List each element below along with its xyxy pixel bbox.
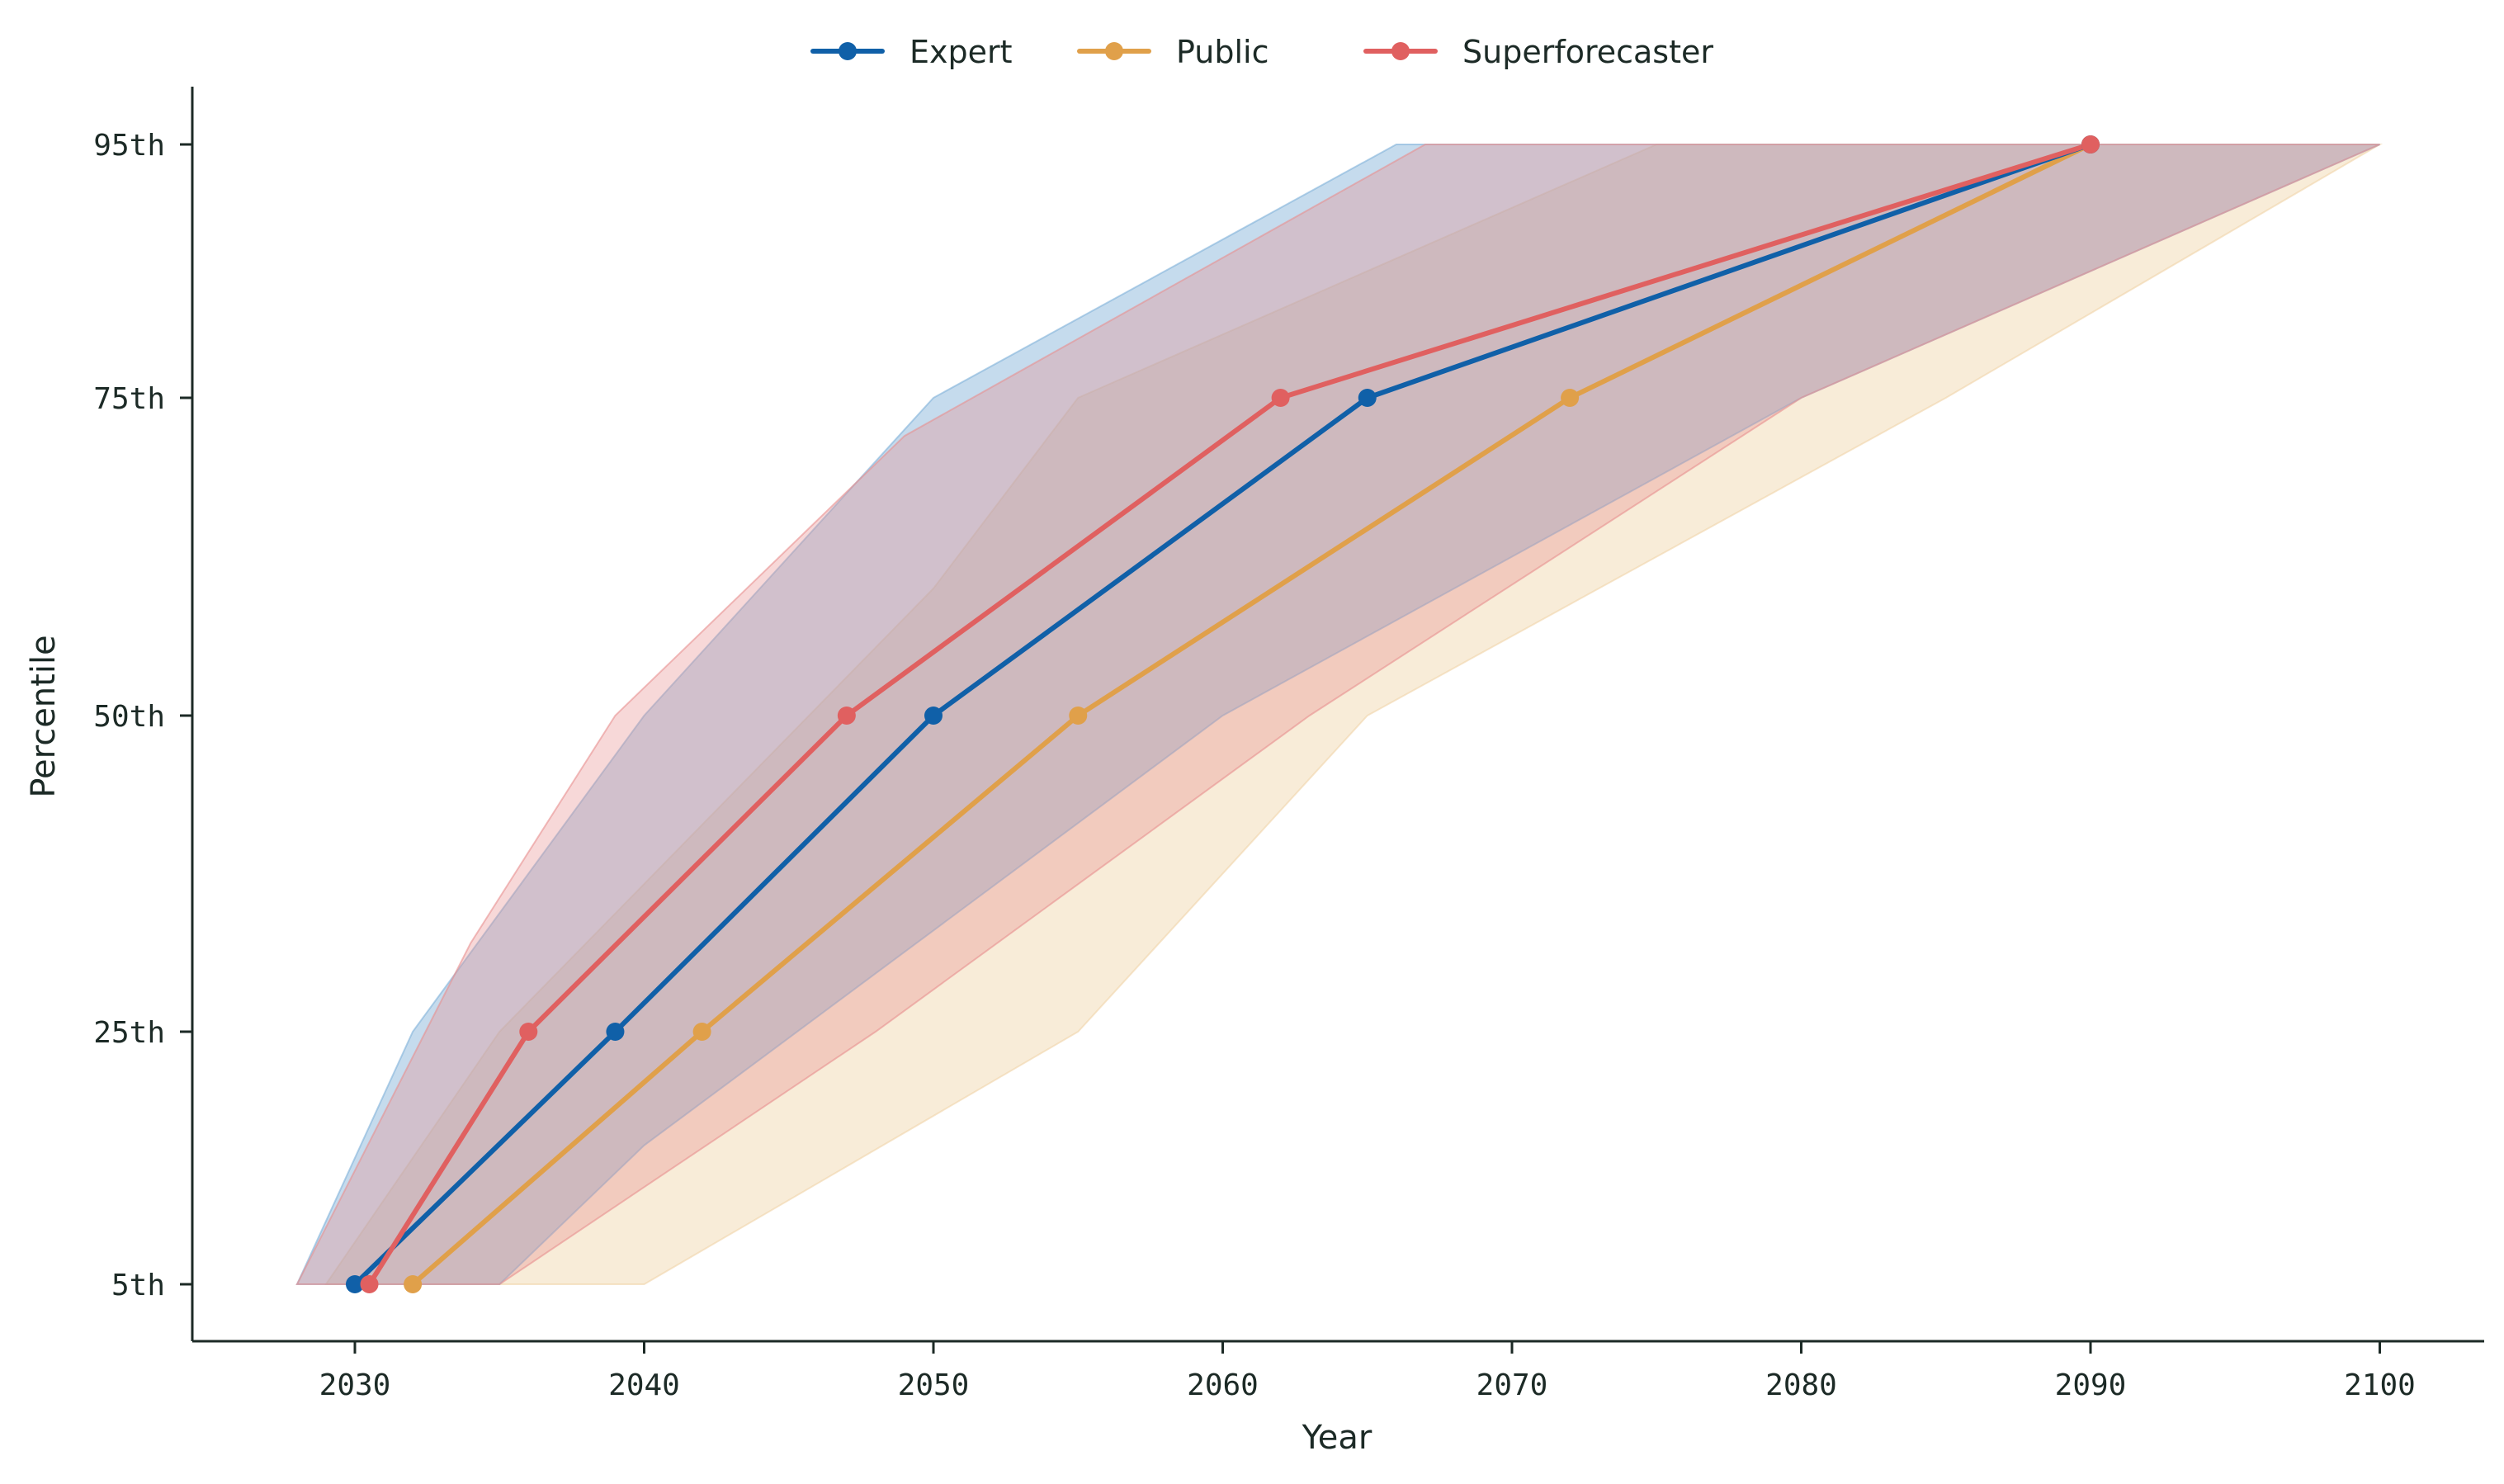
x-tick-label: 2050 (898, 1368, 970, 1402)
x-ticks: 2030 2040 2050 2060 2070 2080 2090 2100 (319, 1341, 2416, 1402)
legend-marker-superforecaster (1391, 42, 1410, 60)
axes (191, 87, 2484, 1343)
x-axis-label: Year (1302, 1419, 1372, 1457)
y-ticks: 5th 25th 50th 75th 95th (93, 129, 192, 1302)
y-axis-label: Percentile (25, 635, 63, 797)
x-tick-label: 2060 (1187, 1368, 1259, 1402)
x-tick-label: 2100 (2344, 1368, 2416, 1402)
y-tick-label: 95th (93, 129, 165, 163)
legend: Expert Public Superforecaster (810, 34, 1713, 70)
point-expert-3 (1358, 389, 1377, 407)
legend-marker-expert (839, 42, 857, 60)
legend-label-superforecaster: Superforecaster (1462, 34, 1713, 70)
point-public-2 (1069, 707, 1088, 725)
legend-marker-public (1105, 42, 1123, 60)
point-superforecaster-1 (519, 1023, 538, 1041)
point-superforecaster-4 (2081, 135, 2100, 154)
point-superforecaster-0 (360, 1275, 379, 1293)
series-points (346, 135, 2100, 1293)
y-tick-label: 25th (93, 1016, 165, 1050)
confidence-bands (295, 144, 2384, 1285)
point-public-1 (692, 1023, 711, 1041)
point-expert-0 (346, 1275, 364, 1293)
x-tick-label: 2040 (608, 1368, 680, 1402)
point-public-3 (1561, 389, 1580, 407)
x-tick-label: 2090 (2055, 1368, 2127, 1402)
x-tick-label: 2080 (1765, 1368, 1837, 1402)
point-expert-2 (924, 707, 943, 725)
point-superforecaster-3 (1271, 389, 1290, 407)
legend-label-public: Public (1176, 34, 1269, 70)
point-public-0 (404, 1275, 423, 1293)
point-expert-1 (606, 1023, 625, 1041)
y-tick-label: 50th (93, 700, 165, 734)
point-superforecaster-2 (837, 707, 856, 725)
x-tick-label: 2030 (319, 1368, 391, 1402)
y-tick-label: 75th (93, 382, 165, 416)
legend-label-expert: Expert (909, 34, 1013, 70)
y-tick-label: 5th (111, 1269, 165, 1302)
x-tick-label: 2070 (1476, 1368, 1548, 1402)
band-superforecaster (295, 144, 2380, 1285)
